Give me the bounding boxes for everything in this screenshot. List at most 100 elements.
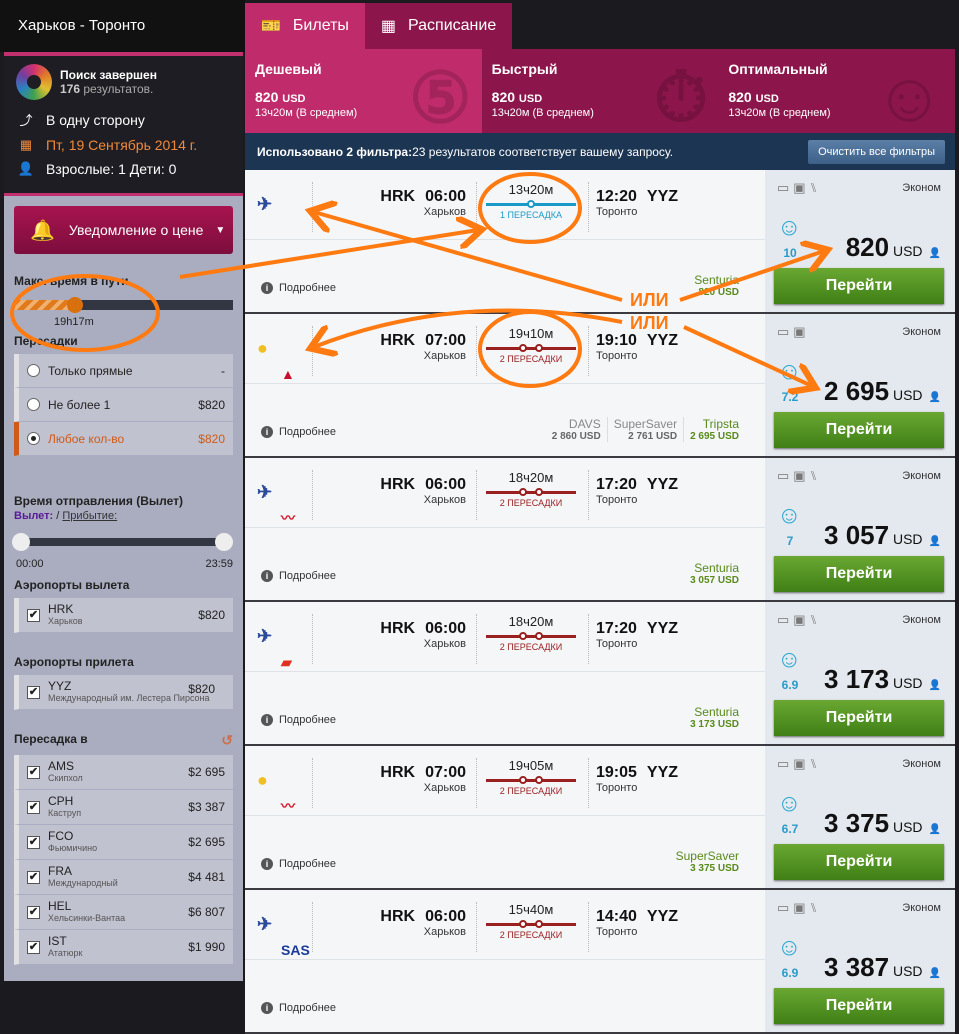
summary-title: Быстрый xyxy=(491,61,558,77)
max-time-value: 19h17m xyxy=(54,316,94,328)
baggage-icon: ▣ xyxy=(793,468,810,483)
transfer-airport-item[interactable]: ✔ FRA Международный $4 481 xyxy=(14,860,233,895)
departure-time-value: 06:00 xyxy=(425,188,466,205)
amenities: ▭▣⑊ xyxy=(777,612,821,628)
agent-offer[interactable]: Tripsta 2 695 USD xyxy=(683,417,745,442)
details-link[interactable]: i Подробнее xyxy=(261,1002,336,1014)
price-value: 2 695 xyxy=(824,376,890,406)
divider xyxy=(312,326,313,376)
option-price: $820 xyxy=(198,431,225,446)
go-button[interactable]: Перейти xyxy=(774,988,944,1024)
departure-time-value: 07:00 xyxy=(425,764,466,781)
agent-offer[interactable]: SuperSaver 3 375 USD xyxy=(670,849,745,874)
price-currency: USD xyxy=(889,387,923,403)
airline-logo-iberia-icon: ▰ xyxy=(281,654,292,670)
clear-filters-button[interactable]: Очистить все фильтры xyxy=(808,139,945,164)
airport-code: AMS xyxy=(48,759,75,773)
agent-offer[interactable]: Senturia 820 USD xyxy=(688,273,745,298)
radio-button[interactable] xyxy=(27,432,40,445)
price-value: 3 387 xyxy=(824,952,890,982)
arr-tab-link[interactable]: Прибытие: xyxy=(62,510,118,522)
agent-offer[interactable]: SuperSaver 2 761 USD xyxy=(606,417,683,442)
arrival-time: 17:20 YYZ xyxy=(596,620,678,638)
stops-option[interactable]: Не более 1 $820 xyxy=(14,388,233,422)
max-time-label: Макс. время в пути xyxy=(14,274,129,288)
summary-fastest[interactable]: ⏱ Быстрый 820 USD 13ч20м (В среднем) xyxy=(481,49,719,133)
checkbox[interactable]: ✔ xyxy=(27,940,40,954)
details-link[interactable]: i Подробнее xyxy=(261,426,336,438)
checkbox[interactable]: ✔ xyxy=(27,905,40,919)
cabin-class: Эконом xyxy=(902,470,941,482)
details-link[interactable]: i Подробнее xyxy=(261,570,336,582)
transfer-airport-item[interactable]: ✔ FCO Фьюмичино $2 695 xyxy=(14,825,233,860)
tab-tickets[interactable]: 🎫 Билеты xyxy=(245,3,365,49)
radio-button[interactable] xyxy=(27,364,40,377)
airline-logo-delta-icon: ▲ xyxy=(281,366,295,382)
stops-option[interactable]: Любое кол-во $820 xyxy=(14,422,233,456)
dep-time-slider[interactable] xyxy=(12,533,233,551)
divider xyxy=(476,326,477,376)
agent-price: 3 057 USD xyxy=(690,575,739,586)
agent-offer[interactable]: Senturia 3 057 USD xyxy=(684,561,745,586)
stops-option[interactable]: Только прямые - xyxy=(14,354,233,388)
dep-airport-item[interactable]: ✔ HRK Харьков $820 xyxy=(14,598,233,633)
airline-logo-ukraine-intl-icon: ● xyxy=(257,770,268,790)
go-button[interactable]: Перейти xyxy=(774,556,944,592)
search-done-label: Поиск завершен xyxy=(60,68,157,82)
smiley-icon: ☺ xyxy=(873,58,946,133)
reset-icon[interactable]: ↺ xyxy=(221,732,233,748)
go-button[interactable]: Перейти xyxy=(774,412,944,448)
transfer-airport-item[interactable]: ✔ AMS Скипхол $2 695 xyxy=(14,755,233,790)
divider xyxy=(476,182,477,232)
max-time-slider[interactable] xyxy=(14,297,233,313)
details-link[interactable]: i Подробнее xyxy=(261,714,336,726)
transfer-airport-item[interactable]: ✔ HEL Хельсинки-Вантаа $6 807 xyxy=(14,895,233,930)
agent-name: Tripsta xyxy=(702,417,739,431)
dep-time-max-handle[interactable] xyxy=(215,533,233,551)
checkbox[interactable]: ✔ xyxy=(27,608,40,622)
radio-button[interactable] xyxy=(27,398,40,411)
go-button[interactable]: Перейти xyxy=(774,700,944,736)
amenities: ▭▣ xyxy=(777,324,810,340)
calendar-icon: ▦ xyxy=(380,18,397,35)
tab-schedule[interactable]: ▦ Расписание xyxy=(364,3,513,49)
airport-code: YYZ xyxy=(48,679,72,693)
arrival: 17:20 YYZ Торонто xyxy=(596,620,678,650)
max-time-handle[interactable] xyxy=(67,297,84,313)
rating-value: 10 xyxy=(783,246,797,260)
divider xyxy=(588,326,589,376)
transfer-airport-item[interactable]: ✔ IST Ататюрк $1 990 xyxy=(14,930,233,965)
checkbox[interactable]: ✔ xyxy=(27,870,40,884)
go-button[interactable]: Перейти xyxy=(774,844,944,880)
arrival: 19:10 YYZ Торонто xyxy=(596,332,678,362)
summary-cheapest[interactable]: ⑤ Дешевый 820 USD 13ч20м (В среднем) xyxy=(245,49,482,133)
amenities: ▭▣⑊ xyxy=(777,900,821,916)
details-link[interactable]: i Подробнее xyxy=(261,282,336,294)
dep-airports-label: Аэропорты вылета xyxy=(14,578,130,592)
details-link[interactable]: i Подробнее xyxy=(261,858,336,870)
go-button[interactable]: Перейти xyxy=(774,268,944,304)
arrival-city: Торонто xyxy=(596,206,638,218)
duration: 18ч20м 2 ПЕРЕСАДКИ xyxy=(486,470,576,508)
dep-tab-link[interactable]: Вылет: xyxy=(14,510,54,522)
arr-airport-item[interactable]: ✔ YYZ Международный им. Лестера Пирсона $82… xyxy=(14,675,233,710)
airline-logo-ukraine-intl-icon: ● xyxy=(257,338,268,358)
price-alert-button[interactable]: 🔔 Уведомление о цене ▼ xyxy=(14,206,233,254)
summary-optimal[interactable]: ☺ Оптимальный 820 USD 13ч20м (В среднем) xyxy=(718,49,956,133)
flight-info: ✈ ▰ HRK 06:00 Харьков 18ч20м 2 ПЕРЕСАДКИ 17:20 Y… xyxy=(245,602,765,672)
checkbox[interactable]: ✔ xyxy=(27,800,40,814)
checkbox[interactable]: ✔ xyxy=(27,685,40,699)
checkbox[interactable]: ✔ xyxy=(27,765,40,779)
checkbox[interactable]: ✔ xyxy=(27,835,40,849)
airport-price: $820 xyxy=(188,682,215,696)
agent-offer[interactable]: DAVS 2 860 USD xyxy=(546,417,607,442)
calendar-icon: ▦ xyxy=(19,137,33,152)
duration: 19ч05м 2 ПЕРЕСАДКИ xyxy=(486,758,576,796)
price-panel: ▭▣ Эконом ☺ 7.2 2 695 USD 👤 Перейти xyxy=(765,314,955,456)
agent-offer[interactable]: Senturia 3 173 USD xyxy=(684,705,745,730)
transfer-airport-item[interactable]: ✔ CPH Каструп $3 387 xyxy=(14,790,233,825)
stop-dot xyxy=(535,488,543,496)
price: 2 695 USD 👤 xyxy=(824,376,941,407)
arr-airports-label: Аэропорты прилета xyxy=(14,655,134,669)
dep-time-min-handle[interactable] xyxy=(12,533,30,551)
